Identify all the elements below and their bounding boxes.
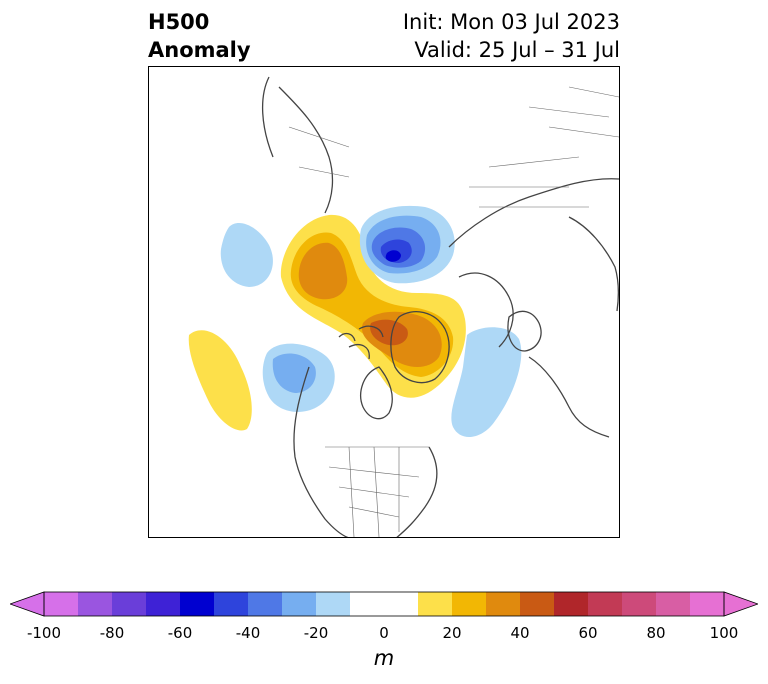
colorbar-bin: [44, 592, 79, 616]
coastline-na-west: [293, 366, 349, 537]
colorbar-bin: [146, 592, 181, 616]
colorbar-bin: [316, 592, 351, 616]
colorbar-bin: [350, 592, 385, 616]
colorbar-bin: [384, 592, 419, 616]
colorbar-bin: [248, 592, 283, 616]
positive-anomaly-ridge-60: [298, 242, 348, 300]
colorbar-bin: [690, 592, 725, 616]
colorbar-under-arrow: [10, 591, 45, 617]
colorbar-bin: [588, 592, 623, 616]
colorbar-tick-label: 0: [379, 624, 389, 642]
coastline-hudson: [360, 366, 393, 420]
negative-anomaly-arctic-100: [385, 250, 401, 262]
coastlines: [261, 76, 619, 537]
coastline-eurasia: [448, 178, 619, 348]
valid-range-label: Valid: 25 Jul – 31 Jul: [414, 38, 620, 62]
colorbar-bin: [452, 592, 487, 616]
negative-anomaly-westcoast-core: [272, 353, 316, 393]
colorbar-tick-label: -100: [26, 624, 62, 642]
colorbar-tick-label: -40: [235, 624, 261, 642]
colorbar-bin: [656, 592, 691, 616]
negative-anomaly-west: [220, 223, 273, 287]
positive-anomaly-greenland-80: [370, 319, 408, 346]
coastline-greenland: [390, 311, 450, 384]
negative-anomaly-atlantic: [451, 327, 522, 438]
title-field: Anomaly: [148, 38, 251, 62]
coastline-na-east: [396, 446, 438, 537]
colorbar-tick-label: 80: [646, 624, 666, 642]
colorbar-tick-labels: -100 -80 -60 -40 -20 0 20 40 60 80 100: [0, 624, 768, 644]
colorbar-unit: m: [373, 646, 395, 670]
coastline-europe-west: [528, 356, 610, 438]
colorbar-tick-label: -60: [167, 624, 193, 642]
colorbar-over-arrow: [723, 591, 758, 617]
coastline-middle-east: [568, 216, 619, 312]
colorbar-tick-label: -20: [303, 624, 329, 642]
colorbar-outline: [43, 591, 725, 617]
title-variable: H500: [148, 10, 210, 34]
colorbar-bin: [554, 592, 589, 616]
colorbar-bin: [180, 592, 215, 616]
colorbar-tick-label: 100: [709, 624, 739, 642]
colorbar-bin: [214, 592, 249, 616]
coastline-asia-east: [261, 76, 334, 214]
colorbar-tick-label: 40: [510, 624, 530, 642]
colorbar-bin: [282, 592, 317, 616]
colorbar: [10, 591, 758, 617]
country-borders: [288, 86, 619, 537]
colorbar-tick-label: 60: [578, 624, 598, 642]
positive-anomaly-pacific: [188, 330, 252, 431]
coastline-scandinavia: [507, 310, 542, 352]
colorbar-bin: [486, 592, 521, 616]
colorbar-bin: [418, 592, 453, 616]
colorbar-tick-label: 20: [442, 624, 462, 642]
colorbar-bin: [112, 592, 147, 616]
map-dates: Init: Mon 03 Jul 2023 Valid: 25 Jul – 31…: [403, 8, 620, 64]
colorbar-bin: [520, 592, 555, 616]
colorbar-bin: [622, 592, 657, 616]
anomaly-shading: [188, 205, 522, 438]
colorbar-bins: [44, 592, 725, 616]
map-canvas: [188, 76, 619, 537]
colorbar-tick-label: -80: [99, 624, 125, 642]
coastline-arctic-islands: [338, 325, 384, 360]
init-date-label: Init: Mon 03 Jul 2023: [402, 10, 620, 34]
map-title: H500 Anomaly: [148, 8, 251, 64]
anomaly-map: [148, 66, 620, 538]
colorbar-bin: [78, 592, 113, 616]
